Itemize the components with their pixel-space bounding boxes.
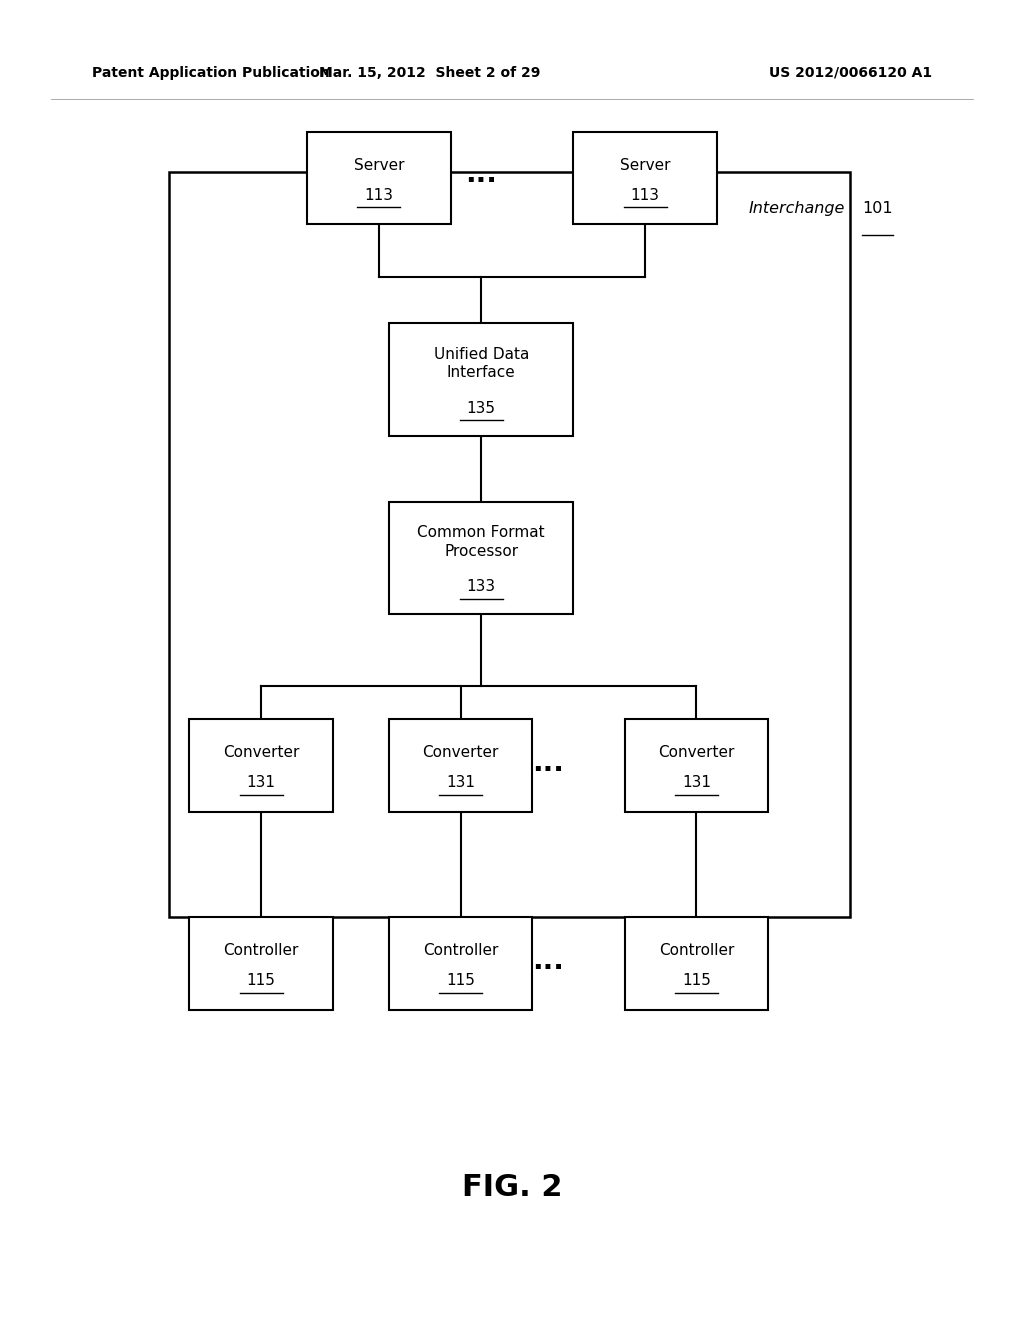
Text: Unified Data
Interface: Unified Data Interface: [433, 347, 529, 380]
Text: 131: 131: [446, 775, 475, 791]
Text: Server: Server: [353, 157, 404, 173]
FancyBboxPatch shape: [389, 323, 573, 436]
Text: 113: 113: [365, 187, 393, 203]
Text: Common Format
Processor: Common Format Processor: [418, 525, 545, 558]
Text: Converter: Converter: [658, 744, 734, 760]
Text: 131: 131: [682, 775, 711, 791]
Text: 101: 101: [862, 201, 893, 215]
Text: Controller: Controller: [423, 942, 499, 958]
Text: ...: ...: [531, 748, 564, 777]
Text: Controller: Controller: [658, 942, 734, 958]
Text: 133: 133: [467, 579, 496, 594]
FancyBboxPatch shape: [307, 132, 451, 224]
FancyBboxPatch shape: [189, 719, 333, 812]
Text: Server: Server: [620, 157, 671, 173]
FancyBboxPatch shape: [625, 719, 768, 812]
Text: 115: 115: [247, 973, 275, 989]
Text: Patent Application Publication: Patent Application Publication: [92, 66, 330, 79]
Text: 113: 113: [631, 187, 659, 203]
FancyBboxPatch shape: [389, 917, 532, 1010]
FancyBboxPatch shape: [389, 502, 573, 614]
Text: 115: 115: [682, 973, 711, 989]
Text: US 2012/0066120 A1: US 2012/0066120 A1: [769, 66, 932, 79]
FancyBboxPatch shape: [389, 719, 532, 812]
FancyBboxPatch shape: [625, 917, 768, 1010]
Text: Converter: Converter: [423, 744, 499, 760]
Text: 135: 135: [467, 401, 496, 416]
Text: ...: ...: [531, 946, 564, 975]
Text: 115: 115: [446, 973, 475, 989]
Text: Mar. 15, 2012  Sheet 2 of 29: Mar. 15, 2012 Sheet 2 of 29: [319, 66, 541, 79]
FancyBboxPatch shape: [169, 172, 850, 917]
Text: Converter: Converter: [223, 744, 299, 760]
Text: Interchange: Interchange: [749, 201, 845, 215]
Text: 131: 131: [247, 775, 275, 791]
Text: ...: ...: [465, 160, 498, 189]
FancyBboxPatch shape: [189, 917, 333, 1010]
Text: FIG. 2: FIG. 2: [462, 1173, 562, 1203]
Text: Controller: Controller: [223, 942, 299, 958]
FancyBboxPatch shape: [573, 132, 717, 224]
